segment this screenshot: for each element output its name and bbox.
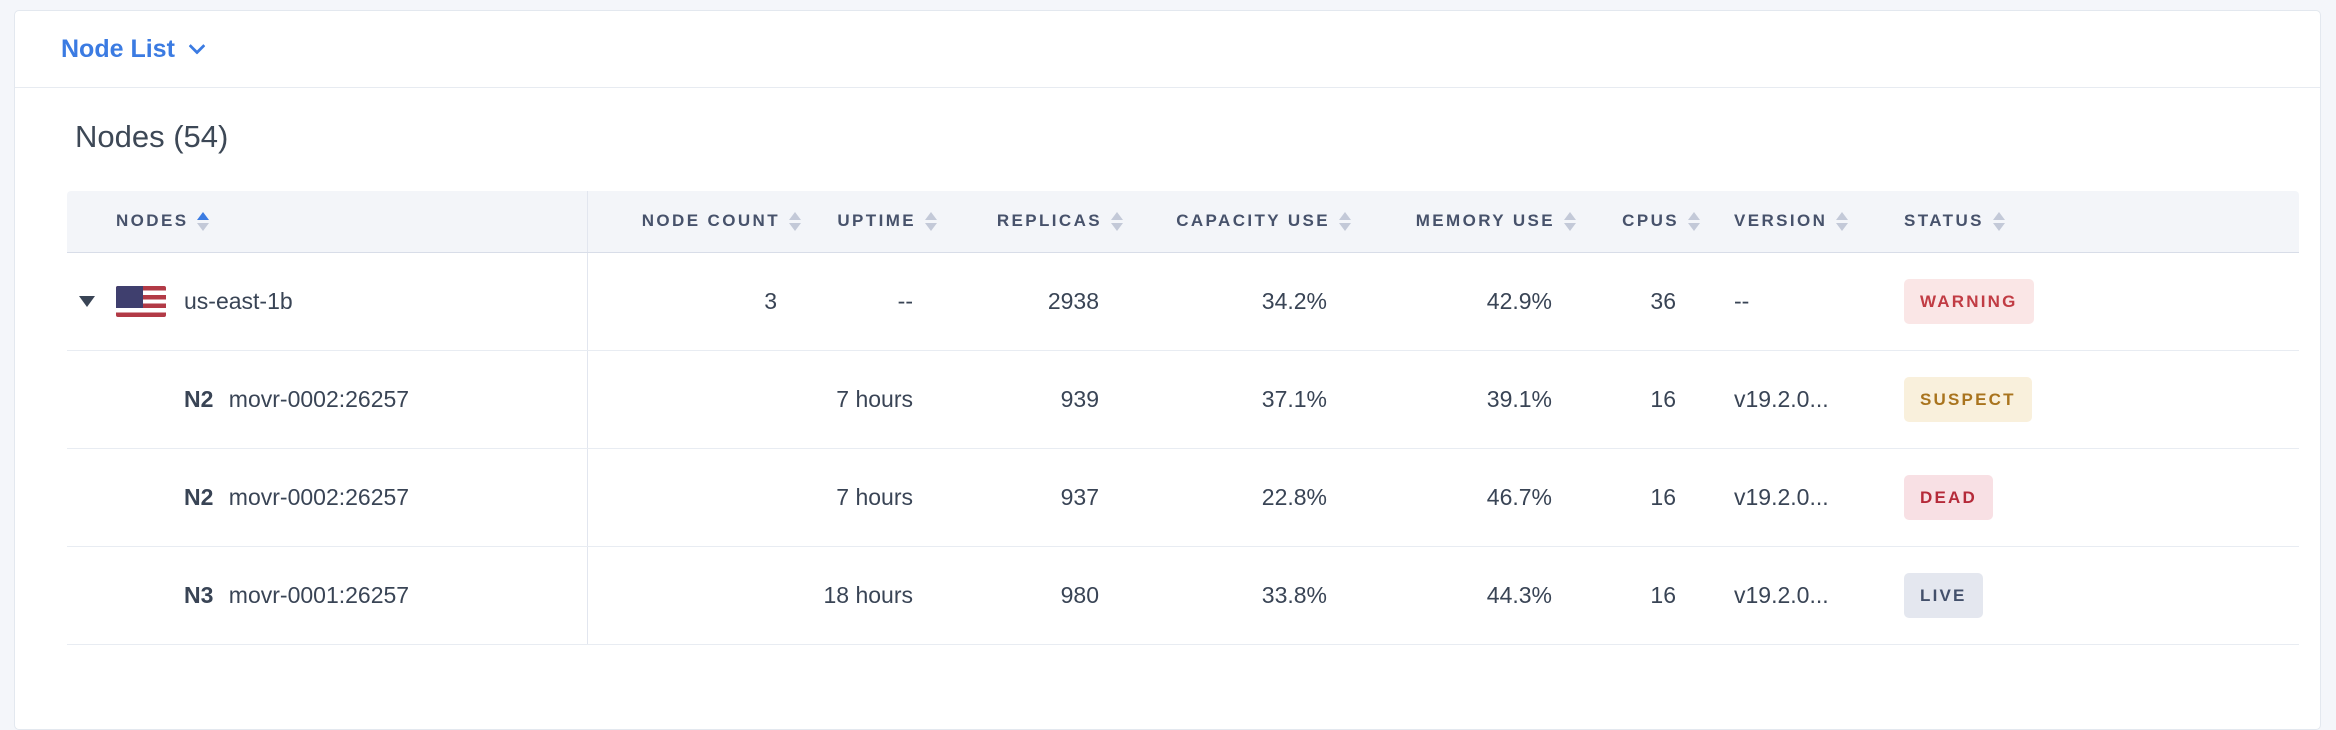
column-header-memory-use[interactable]: MEMORY USE	[1351, 191, 1576, 253]
column-header-version[interactable]: VERSION	[1700, 191, 1870, 253]
sort-icon[interactable]	[1111, 211, 1123, 231]
node-id: N2	[184, 385, 214, 412]
column-header-label: STATUS	[1904, 211, 1984, 231]
column-header-label: UPTIME	[837, 211, 916, 231]
chevron-down-icon	[188, 37, 206, 55]
sort-icon[interactable]	[925, 211, 937, 231]
node-cpus: 16	[1576, 350, 1700, 449]
us-flag-icon	[116, 285, 166, 317]
sort-icon[interactable]	[1836, 211, 1849, 231]
node-address: movr-0002:26257	[228, 385, 410, 412]
sort-icon[interactable]	[1992, 211, 2005, 231]
node-cpus: 16	[1576, 546, 1700, 645]
node-address: movr-0002:26257	[228, 483, 410, 510]
column-header-label: NODE COUNT	[641, 211, 780, 231]
column-header-label: MEMORY USE	[1415, 211, 1555, 231]
column-header-uptime[interactable]: UPTIME	[801, 191, 937, 253]
status-badge: DEAD	[1904, 474, 1993, 520]
region-replicas: 2938	[937, 252, 1123, 351]
node-row[interactable]: N3 movr-0001:26257 18 hours 980 33.8% 44…	[67, 546, 2299, 645]
node-version: v19.2.0...	[1700, 546, 1870, 645]
node-cpus: 16	[1576, 448, 1700, 547]
node-memory-use: 46.7%	[1351, 448, 1576, 547]
node-capacity-use: 33.8%	[1123, 546, 1351, 645]
column-header-cpus[interactable]: CPUS	[1576, 191, 1700, 253]
node-replicas: 937	[937, 448, 1123, 547]
sort-icon[interactable]	[1688, 211, 1700, 231]
region-memory-use: 42.9%	[1351, 252, 1576, 351]
node-replicas: 939	[937, 350, 1123, 449]
node-list-dropdown-label: Node List	[61, 34, 175, 63]
table-header-row: NODES NODE COUNT UPTIME	[67, 191, 2299, 253]
node-capacity-use: 37.1%	[1123, 350, 1351, 449]
node-capacity-use: 22.8%	[1123, 448, 1351, 547]
node-uptime: 18 hours	[801, 546, 937, 645]
region-name: us-east-1b	[184, 287, 293, 314]
node-row[interactable]: N2 movr-0002:26257 7 hours 937 22.8% 46.…	[67, 448, 2299, 547]
column-header-label: REPLICAS	[996, 211, 1102, 231]
node-uptime: 7 hours	[801, 448, 937, 547]
sort-asc-icon[interactable]	[197, 211, 210, 231]
region-cpus: 36	[1576, 252, 1700, 351]
status-badge: WARNING	[1904, 278, 2034, 324]
collapse-caret-icon[interactable]	[79, 295, 95, 307]
sort-icon[interactable]	[1339, 211, 1351, 231]
node-uptime: 7 hours	[801, 350, 937, 449]
node-version: v19.2.0...	[1700, 448, 1870, 547]
column-header-capacity-use[interactable]: CAPACITY USE	[1123, 191, 1351, 253]
page-title: Nodes (54)	[75, 119, 229, 154]
column-header-node-count[interactable]: NODE COUNT	[587, 191, 801, 253]
status-badge: SUSPECT	[1904, 376, 2032, 422]
column-header-nodes[interactable]: NODES	[67, 191, 588, 253]
sort-icon[interactable]	[1564, 211, 1576, 231]
region-version: --	[1700, 252, 1870, 351]
region-node-count: 3	[587, 252, 801, 351]
node-id: N3	[184, 581, 214, 608]
column-header-replicas[interactable]: REPLICAS	[937, 191, 1123, 253]
column-header-label: CPUS	[1622, 211, 1679, 231]
node-version: v19.2.0...	[1700, 350, 1870, 449]
node-address: movr-0001:26257	[228, 581, 410, 608]
status-badge: LIVE	[1904, 572, 1983, 618]
node-list-card: Node List Nodes (54) NODES	[14, 10, 2321, 730]
column-header-label: CAPACITY USE	[1176, 211, 1330, 231]
column-header-label: VERSION	[1734, 211, 1828, 231]
node-memory-use: 39.1%	[1351, 350, 1576, 449]
column-header-status[interactable]: STATUS	[1870, 191, 2299, 253]
nodes-overview-section: Nodes (54) NODES NODE	[15, 88, 2320, 645]
sort-icon[interactable]	[789, 211, 801, 231]
column-header-label: NODES	[116, 211, 189, 231]
nodes-table: NODES NODE COUNT UPTIME	[67, 191, 2299, 645]
region-uptime: --	[801, 252, 937, 351]
view-selector-bar: Node List	[15, 11, 2320, 88]
region-row[interactable]: us-east-1b 3 -- 2938 34.2% 42.9% 36 -- W…	[67, 252, 2299, 351]
region-capacity-use: 34.2%	[1123, 252, 1351, 351]
node-row[interactable]: N2 movr-0002:26257 7 hours 939 37.1% 39.…	[67, 350, 2299, 449]
node-replicas: 980	[937, 546, 1123, 645]
node-id: N2	[184, 483, 214, 510]
node-memory-use: 44.3%	[1351, 546, 1576, 645]
node-list-dropdown[interactable]: Node List	[61, 34, 206, 64]
